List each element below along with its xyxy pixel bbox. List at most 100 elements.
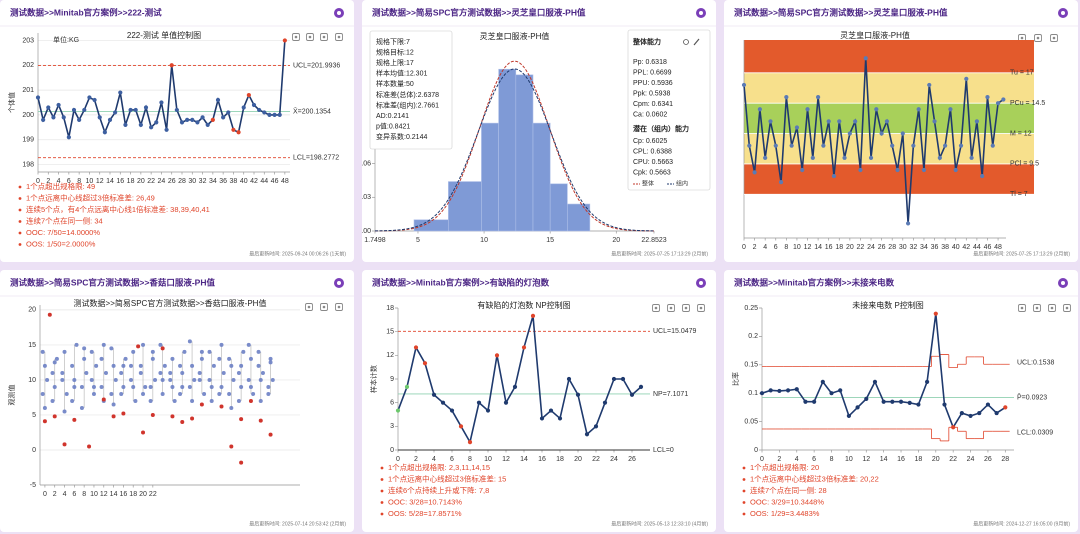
data-point: [148, 384, 153, 389]
data-point: [916, 107, 921, 112]
y-tick-label: 18: [386, 305, 394, 312]
card: 测试数据>>Minitab官方案例>>222-测试 1个点超出规格限: 491个点…: [0, 0, 354, 262]
data-point: [180, 384, 185, 389]
settings-button[interactable]: [696, 8, 706, 18]
data-point: [121, 363, 126, 368]
data-point: [937, 155, 942, 160]
data-point: [207, 377, 212, 382]
y-tick-label: 203: [22, 37, 34, 44]
toolbar-icon[interactable]: [1048, 304, 1056, 312]
settings-button[interactable]: [334, 278, 344, 288]
data-point: [89, 377, 94, 382]
data-point: [990, 143, 995, 148]
data-point: [258, 398, 263, 403]
y-tick-label: 0.06: [362, 160, 371, 167]
toolbar-icon[interactable]: [697, 304, 705, 312]
data-point: [131, 384, 136, 389]
data-point: [977, 410, 982, 416]
x-tick-label: 0: [43, 491, 47, 498]
data-point: [217, 391, 222, 396]
toolbar-icon[interactable]: [1033, 304, 1041, 312]
data-point: [890, 143, 895, 148]
toolbar-icon[interactable]: [667, 304, 675, 312]
note-bullet: [380, 489, 384, 493]
toolbar-icon[interactable]: [1050, 34, 1058, 42]
limit-label: PCl = 9.5: [1010, 161, 1039, 168]
data-point: [229, 363, 234, 368]
chart-title: 灵芝皇口服液-PH值: [840, 30, 910, 40]
data-point: [89, 349, 94, 354]
outlier-point: [121, 411, 126, 416]
data-point: [40, 391, 45, 396]
data-point: [94, 363, 99, 368]
data-point: [974, 119, 979, 124]
eye-icon[interactable]: [683, 39, 689, 45]
toolbar-icon[interactable]: [320, 33, 328, 41]
toolbar-icon[interactable]: [652, 304, 660, 312]
data-point: [111, 402, 116, 407]
data-point: [138, 122, 143, 127]
data-point: [79, 384, 84, 389]
data-point: [133, 398, 138, 403]
toolbar-icon[interactable]: [335, 33, 343, 41]
data-point: [548, 408, 554, 413]
toolbar-icon[interactable]: [305, 303, 313, 311]
settings-button[interactable]: [334, 8, 344, 18]
outlier-point: [141, 430, 146, 435]
data-point: [219, 342, 224, 347]
x-tick-label: 48: [281, 178, 289, 185]
toolbar-icon[interactable]: [682, 304, 690, 312]
settings-button[interactable]: [696, 278, 706, 288]
data-point: [816, 94, 821, 100]
data-point: [810, 155, 815, 160]
timestamp: 最后更新时间: 2025-09-24 00:06:26 (1天前): [249, 250, 346, 257]
toolbar-icon[interactable]: [320, 303, 328, 311]
y-tick-label: 20: [28, 307, 36, 314]
y-tick-label: 0.15: [744, 362, 758, 369]
icon-shape: [1050, 34, 1058, 42]
toolbar-icon[interactable]: [1034, 34, 1042, 42]
data-point: [512, 384, 518, 389]
card: 测试数据>>Minitab官方案例>>未接来电数 1个点超出规格限: 201个点远…: [724, 270, 1078, 532]
data-point: [236, 370, 241, 375]
limit-label: M = 12: [1010, 130, 1032, 137]
card-header-title: 测试数据>>Minitab官方案例>>有缺陷的灯泡数: [372, 277, 550, 287]
outlier-point: [160, 346, 165, 351]
data-point: [846, 413, 851, 419]
data-point: [778, 180, 784, 185]
icon-dot: [294, 35, 298, 39]
data-point: [215, 97, 221, 103]
stat-line: 规格目标:12: [376, 47, 414, 56]
x-tick-label: 30: [188, 178, 196, 185]
data-point: [190, 398, 195, 403]
toolbar-icon[interactable]: [292, 33, 300, 41]
data-point: [103, 370, 108, 375]
data-point: [1001, 97, 1006, 102]
data-point: [395, 408, 401, 413]
chart-title: 未接来电数 P控制图: [852, 300, 924, 310]
x-tick-label: 26: [168, 178, 176, 185]
outlier-point: [190, 416, 195, 421]
toolbar-icon[interactable]: [306, 33, 314, 41]
icon-dot: [337, 305, 341, 309]
data-point: [129, 377, 134, 382]
toolbar-icon[interactable]: [335, 303, 343, 311]
toolbar-icon[interactable]: [1018, 304, 1026, 312]
x-tick-label: 10: [480, 237, 488, 244]
data-point: [199, 356, 204, 361]
data-point: [842, 155, 847, 160]
data-point: [35, 95, 41, 100]
data-point: [829, 391, 834, 396]
icon-dot: [699, 306, 703, 310]
y-tick-label: 0: [754, 447, 758, 454]
capability-line: Ca: 0.0602: [633, 111, 667, 118]
icon-dot: [654, 306, 658, 310]
toolbar-icon[interactable]: [1063, 304, 1071, 312]
pen-icon[interactable]: [693, 38, 700, 46]
icon-dot: [1020, 36, 1024, 40]
x-tick-label: 42: [250, 178, 258, 185]
settings-button[interactable]: [1058, 278, 1068, 288]
settings-button[interactable]: [1058, 8, 1068, 18]
data-point: [148, 398, 153, 403]
x-tick-label: 24: [867, 244, 875, 251]
